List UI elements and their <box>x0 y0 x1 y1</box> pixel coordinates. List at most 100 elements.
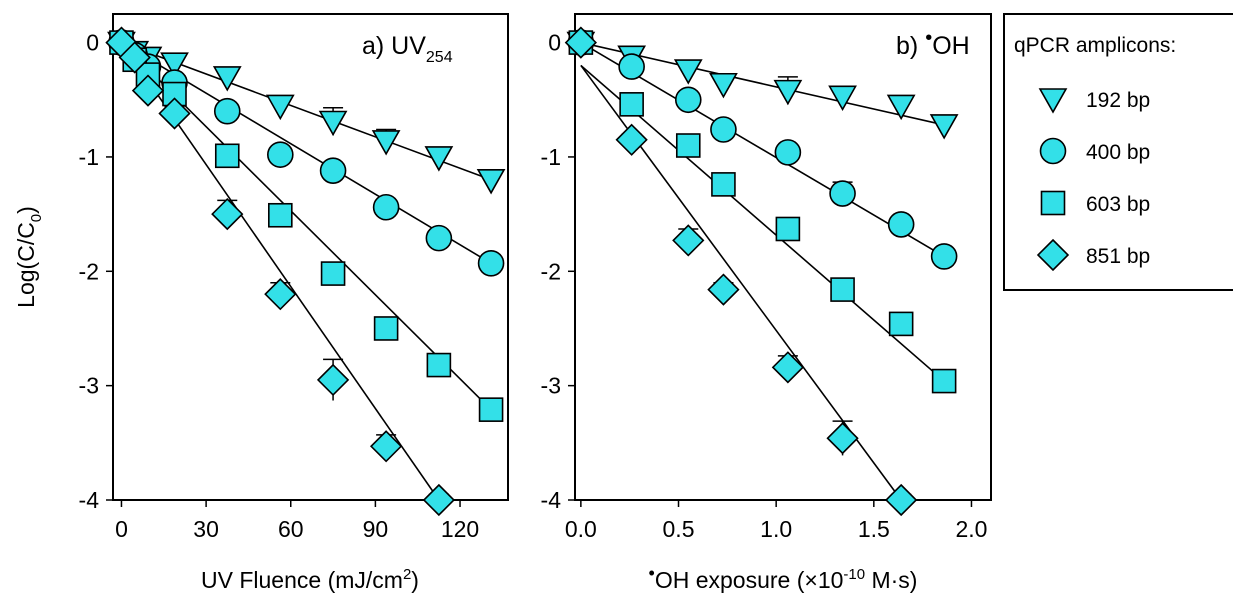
y-axis-label: Log(C/C0) <box>13 206 45 308</box>
panel-b-label-main: b) <box>896 32 925 60</box>
data-point-400-bp <box>477 249 505 277</box>
y-axis-label-sub: 0 <box>28 214 45 222</box>
fit-line-192-bp <box>580 41 945 126</box>
data-point-192-bp <box>160 52 189 78</box>
legend-label: 851 bp <box>1086 245 1150 268</box>
data-point-400-bp <box>774 139 802 166</box>
data-point-192-bp <box>673 59 703 85</box>
x-tick-label: 2.0 <box>955 516 987 542</box>
x-tick-label: 0 <box>115 516 128 542</box>
panel-b-markers <box>564 26 959 517</box>
data-point-851-bp <box>369 430 403 463</box>
data-point-603-bp <box>320 261 346 286</box>
data-point-851-bp <box>422 483 456 517</box>
data-point-400-bp <box>887 211 915 238</box>
panel-b-ticks: 0 -1 -2 -3 -40.0 0.5 1.0 1.5 2.0 <box>541 30 988 542</box>
x-tick-label: 0.0 <box>565 516 597 542</box>
data-point-603-bp <box>268 202 293 228</box>
data-point-851-bp <box>885 483 918 517</box>
x-axis-label-a-close: ) <box>411 567 419 593</box>
y-tick-label: -2 <box>541 258 561 284</box>
data-point-851-bp <box>264 278 297 311</box>
legend-marker-192-bp <box>1038 88 1068 114</box>
data-point-400-bp <box>267 141 294 168</box>
x-tick-label: 90 <box>363 516 389 542</box>
legend: qPCR amplicons: 192 bp 400 bp 603 bp 851 bp <box>1003 13 1233 291</box>
data-point-192-bp <box>828 85 857 111</box>
data-point-603-bp <box>830 277 855 302</box>
data-point-603-bp <box>214 143 240 169</box>
x-tick-label: 1.5 <box>858 516 890 542</box>
panel-a-markers <box>105 26 506 517</box>
y-tick-label: -3 <box>79 373 99 399</box>
x-axis-label-b-main: OH exposure (×10 <box>655 567 844 593</box>
data-point-603-bp <box>426 352 452 378</box>
y-tick-label: 0 <box>86 30 99 56</box>
data-point-400-bp <box>829 180 856 207</box>
data-point-851-bp <box>564 26 597 59</box>
data-point-603-bp <box>711 172 736 197</box>
data-point-192-bp <box>929 114 959 140</box>
data-point-192-bp <box>371 130 401 156</box>
data-point-192-bp <box>265 94 295 121</box>
legend-marker-603-bp <box>1040 190 1066 216</box>
x-axis-label-b-dot: • <box>649 563 655 583</box>
panel-b-label-dot: • <box>925 27 932 49</box>
data-point-400-bp <box>213 97 241 125</box>
data-point-851-bp <box>316 363 350 397</box>
data-point-400-bp <box>618 53 645 80</box>
data-point-603-bp <box>931 368 957 394</box>
panel-a-ticks: 0 -1 -2 -3 -4 0 30 60 90 120 <box>79 30 480 542</box>
data-point-192-bp <box>318 110 348 137</box>
panel-a-label-sub: 254 <box>426 49 453 66</box>
x-tick-label: 0.5 <box>663 516 695 542</box>
x-tick-label: 120 <box>441 516 479 542</box>
x-axis-label-a-main: UV Fluence (mJ/cm <box>201 567 403 593</box>
legend-title: qPCR amplicons: <box>1014 34 1176 57</box>
fit-line-400-bp <box>580 41 945 258</box>
legend-label: 192 bp <box>1086 89 1150 112</box>
x-tick-label: 60 <box>278 516 304 542</box>
data-point-603-bp <box>478 397 504 422</box>
data-point-603-bp <box>373 316 399 341</box>
data-point-192-bp <box>424 146 454 172</box>
data-point-400-bp <box>710 116 737 143</box>
data-point-192-bp <box>212 66 242 92</box>
fit-line-192-bp <box>121 41 492 181</box>
x-axis-label-a-sup: 2 <box>403 566 411 583</box>
data-point-603-bp <box>675 133 701 158</box>
data-point-603-bp <box>619 92 644 117</box>
data-point-851-bp <box>771 351 805 384</box>
data-point-400-bp <box>319 157 347 184</box>
y-tick-label: 0 <box>548 30 561 56</box>
x-axis-label-b-sup: -10 <box>843 566 865 583</box>
legend-entries: 192 bp 400 bp 603 bp 851 bp <box>1036 88 1150 272</box>
data-point-851-bp <box>672 224 705 257</box>
data-point-851-bp <box>707 273 740 306</box>
data-point-603-bp <box>775 216 801 242</box>
data-point-851-bp <box>211 197 244 231</box>
y-axis-label-close: ) <box>13 206 39 214</box>
data-point-400-bp <box>425 224 453 252</box>
data-point-192-bp <box>709 72 738 99</box>
data-point-851-bp <box>118 41 151 74</box>
x-tick-label: 1.0 <box>760 516 792 542</box>
data-point-851-bp <box>158 97 191 130</box>
data-point-851-bp <box>615 123 648 156</box>
data-point-851-bp <box>826 422 859 455</box>
y-tick-label: -4 <box>79 487 100 513</box>
panel-b-label-oh: OH <box>932 32 970 60</box>
panel-a-frame <box>112 13 509 501</box>
data-point-192-bp <box>886 94 916 121</box>
data-point-400-bp <box>674 86 702 114</box>
panel-b-label: b) •OH <box>896 27 970 60</box>
panel-a-label: a) UV254 <box>362 32 453 66</box>
x-axis-label-b-close: M·s) <box>865 567 917 593</box>
panel-a-label-main: a) UV <box>362 32 426 60</box>
fit-line-603-bp <box>580 64 945 382</box>
panel-b-error-bars <box>621 50 955 506</box>
panel-b: 0 -1 -2 -3 -40.0 0.5 1.0 1.5 2.0 b) •OH <box>541 13 992 542</box>
legend-label: 603 bp <box>1086 193 1150 216</box>
y-tick-label: -1 <box>79 144 99 170</box>
